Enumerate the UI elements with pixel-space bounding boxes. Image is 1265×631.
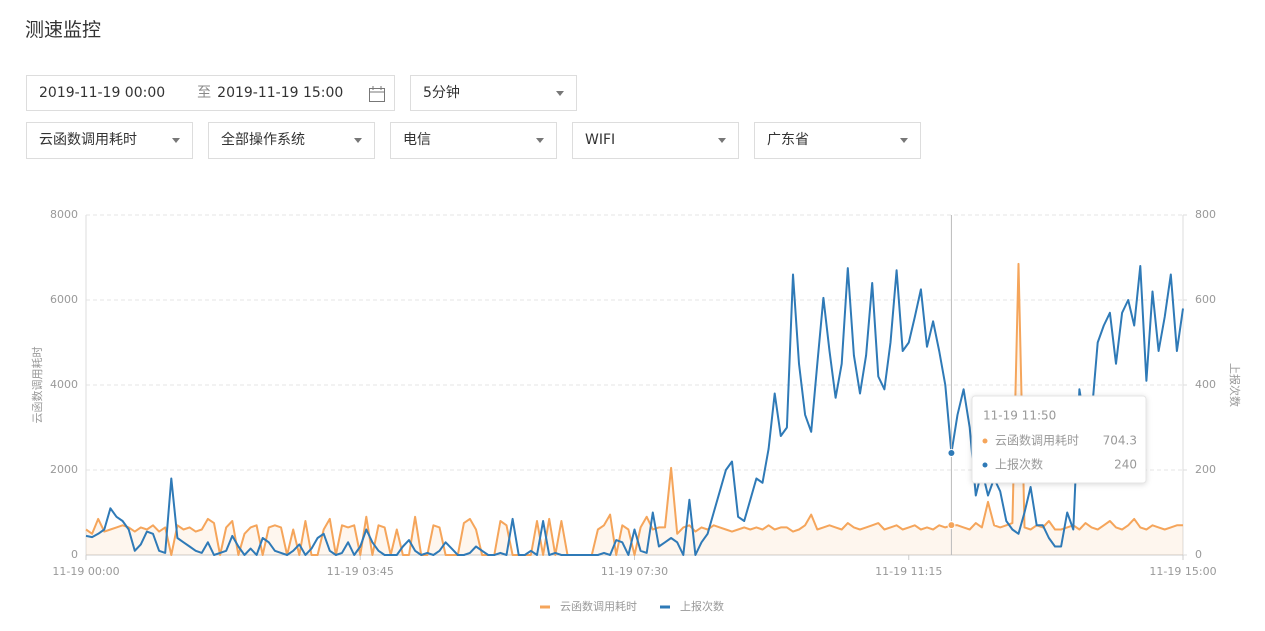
y-tick-label: 4000 (50, 378, 78, 391)
x-tick-label: 11-19 07:30 (601, 565, 668, 578)
tooltip-value: 240 (1114, 458, 1137, 472)
caret (900, 138, 908, 143)
series-line (85, 262, 1183, 556)
y2-tick-label: 400 (1195, 378, 1216, 391)
tooltip-series-name: 云函数调用耗时 (995, 433, 1079, 448)
caret (536, 138, 544, 143)
select-value: 全部操作系统 (221, 132, 305, 148)
tooltip-title: 11-19 11:50 (983, 409, 1056, 423)
y2-tick-label: 800 (1195, 208, 1216, 221)
y2-axis-label: 上报次数 (1228, 363, 1242, 407)
highlight-point (947, 521, 956, 530)
y-axis-label: 云函数调用耗时 (31, 347, 44, 424)
tooltip: 11-19 11:50 云函数调用耗时 704.3 上报次数 240 (971, 395, 1147, 484)
filter-select[interactable]: WIFI (572, 122, 739, 159)
calendar-icon (369, 86, 385, 102)
series-line (85, 265, 1184, 556)
y-tick-label: 6000 (50, 293, 78, 306)
y-tick-label: 8000 (50, 208, 78, 221)
highlight-point (947, 449, 956, 457)
interval-select[interactable]: 5分钟 (410, 75, 577, 111)
filter-select[interactable]: 电信 (390, 122, 557, 159)
y-tick-label: 2000 (50, 463, 78, 476)
tooltip-series-name: 上报次数 (995, 457, 1043, 472)
legend-label: 云函数调用耗时 (560, 600, 637, 613)
filter-select[interactable]: 云函数调用耗时 (26, 122, 193, 159)
select-value: WIFI (585, 132, 616, 148)
tooltip-value: 704.3 (1103, 434, 1137, 448)
select-value: 云函数调用耗时 (39, 132, 137, 148)
caret (354, 138, 362, 143)
y2-tick-label: 200 (1195, 463, 1216, 476)
tooltip-marker (982, 438, 988, 444)
y2-tick-label: 0 (1195, 548, 1202, 561)
tooltip-box (971, 395, 1147, 484)
x-tick-label: 11-19 15:00 (1149, 565, 1216, 578)
caret (556, 91, 564, 96)
y-tick-label: 0 (71, 548, 78, 561)
x-tick-label: 11-19 11:15 (875, 565, 942, 578)
date-range[interactable]: 2019-11-19 00:00 至 2019-11-19 15:00 (26, 75, 395, 111)
caret (172, 138, 180, 143)
filter-select[interactable]: 广东省 (754, 122, 921, 159)
select-value: 电信 (403, 132, 431, 148)
y2-tick-label: 600 (1195, 293, 1216, 306)
select-value: 广东省 (767, 132, 809, 148)
x-tick-label: 11-19 03:45 (327, 565, 394, 578)
date-end: 2019-11-19 15:00 (217, 85, 344, 101)
x-tick-label: 11-19 00:00 (52, 565, 119, 578)
date-separator: 至 (197, 85, 212, 101)
caret (718, 138, 726, 143)
legend-label: 上报次数 (680, 599, 724, 613)
tooltip-marker (982, 462, 988, 468)
date-start: 2019-11-19 00:00 (39, 85, 166, 101)
select-value: 5分钟 (423, 85, 460, 101)
page-title: 测速监控 (25, 19, 102, 41)
filter-select[interactable]: 全部操作系统 (208, 122, 375, 159)
